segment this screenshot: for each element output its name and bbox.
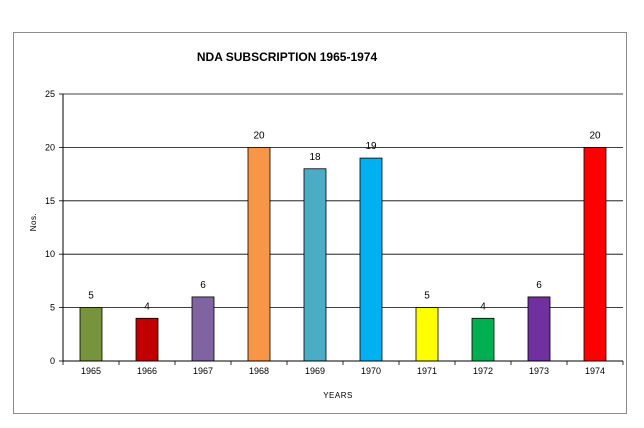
x-tick-label: 1970 [361,366,381,376]
y-axis-title: Nos. [29,213,38,231]
x-tick-label: 1966 [137,366,157,376]
x-tick-label: 1967 [193,366,213,376]
bar [303,168,327,362]
bar [471,317,495,362]
x-tick-label: 1972 [473,366,493,376]
x-tick-label: 1968 [249,366,269,376]
data-label: 18 [309,152,321,163]
x-axis-title: YEARS [323,391,353,400]
bar [583,146,607,362]
y-tick-label: 10 [45,249,55,259]
y-tick-label: 0 [50,356,55,366]
data-label: 4 [480,301,486,312]
y-tick-label: 15 [45,196,55,206]
axes [62,94,624,365]
x-tick-label: 1965 [81,366,101,376]
data-label: 20 [589,130,601,141]
data-label: 5 [88,291,94,302]
bar [247,146,271,362]
x-tick-label: 1973 [529,366,549,376]
y-tick-labels: 0 5 10 15 20 25 [45,89,63,366]
data-label: 5 [424,291,430,302]
x-tick-label: 1974 [585,366,605,376]
bar [415,307,439,362]
data-label: 6 [200,280,206,291]
y-tick-label: 5 [50,303,55,313]
data-label: 20 [253,130,265,141]
x-tick-label: 1969 [305,366,325,376]
x-tick-label: 1971 [417,366,437,376]
data-label: 6 [536,280,542,291]
chart-title: NDA SUBSCRIPTION 1965-1974 [197,50,378,64]
bar [191,296,215,362]
x-tick-labels: 1965 1966 1967 1968 1969 1970 1971 1972 1973 1974 [81,366,605,376]
bars [79,146,607,362]
bar [527,296,551,362]
bar [359,157,383,362]
gridlines [63,93,623,309]
data-label: 4 [144,301,150,312]
bar [79,307,103,362]
data-labels: 5 4 6 20 18 19 5 4 6 20 [88,130,601,312]
data-label: 19 [365,141,377,152]
y-tick-label: 25 [45,89,55,99]
bar [135,317,159,362]
y-tick-label: 20 [45,142,55,152]
